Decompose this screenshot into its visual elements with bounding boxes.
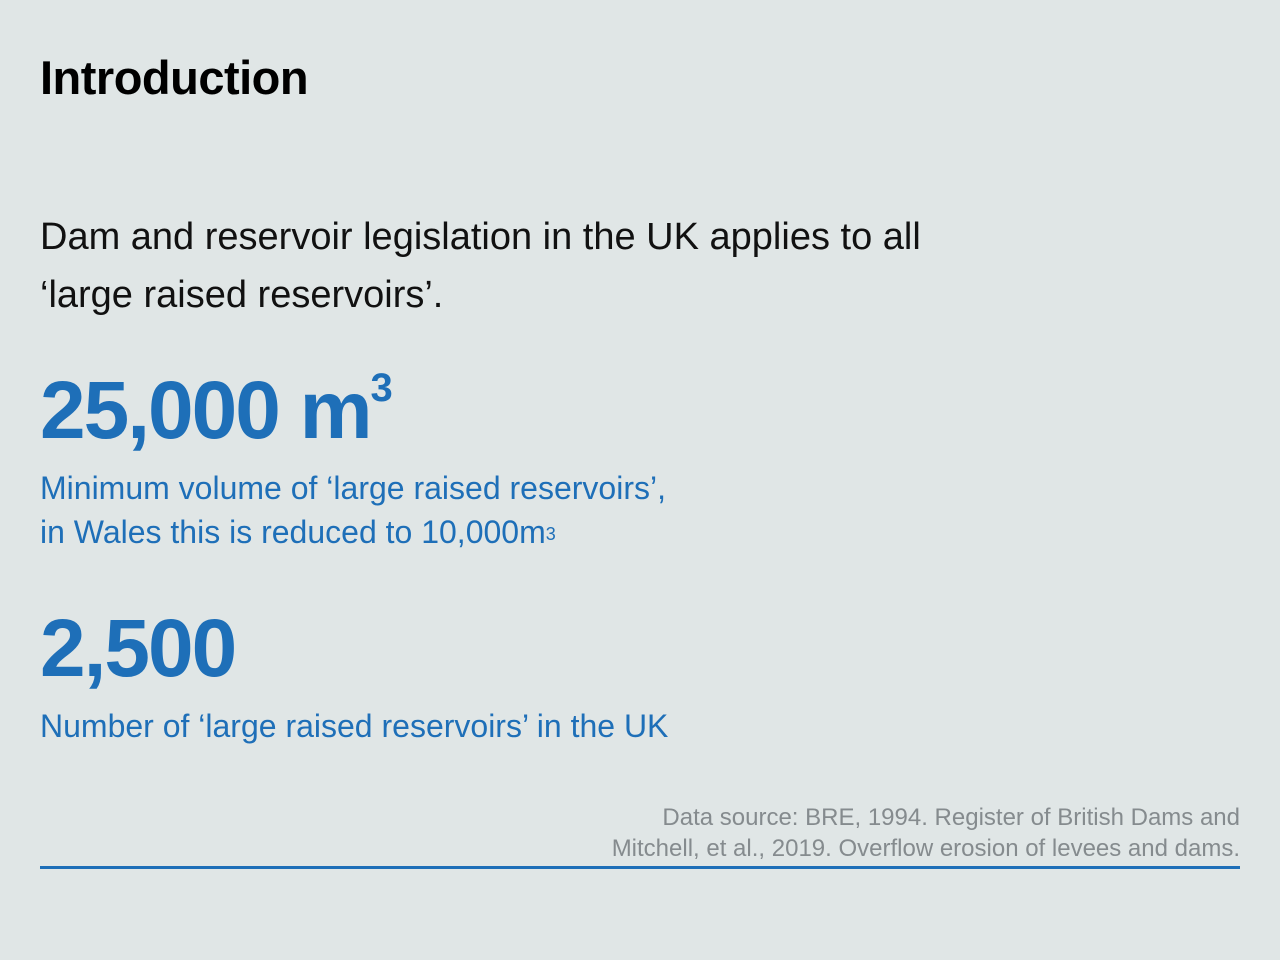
intro-text: Dam and reservoir legislation in the UK … [40,208,1140,324]
divider-line [40,866,1240,869]
intro-line-1: Dam and reservoir legislation in the UK … [40,216,921,258]
stat-count-number: 2,500 [40,603,237,694]
stat-count-description: Number of ‘large raised reservoirs’ in t… [40,704,940,748]
stat-volume-desc-superscript: 3 [545,524,556,544]
stat-volume-superscript: 3 [370,366,393,410]
intro-line-2: ‘large raised reservoirs’. [40,274,444,316]
stat-volume-number: 25,000 m [40,365,372,456]
source-line-1: Data source: BRE, 1994. Register of Brit… [662,804,1240,831]
data-source-note: Data source: BRE, 1994. Register of Brit… [340,802,1240,864]
stat-count-value: 2,500 [40,608,237,690]
page-title: Introduction [40,51,309,104]
stat-count-desc-line-1: Number of ‘large raised reservoirs’ in t… [40,708,669,744]
stat-volume-description: Minimum volume of ‘large raised reservoi… [40,466,940,554]
stat-volume-desc-line-2: in Wales this is reduced to 10,000m [40,514,546,550]
source-line-2: Mitchell, et al., 2019. Overflow erosion… [611,835,1240,862]
stat-volume-desc-line-1: Minimum volume of ‘large raised reservoi… [40,470,666,506]
stat-volume-value: 25,000 m3 [40,368,393,452]
